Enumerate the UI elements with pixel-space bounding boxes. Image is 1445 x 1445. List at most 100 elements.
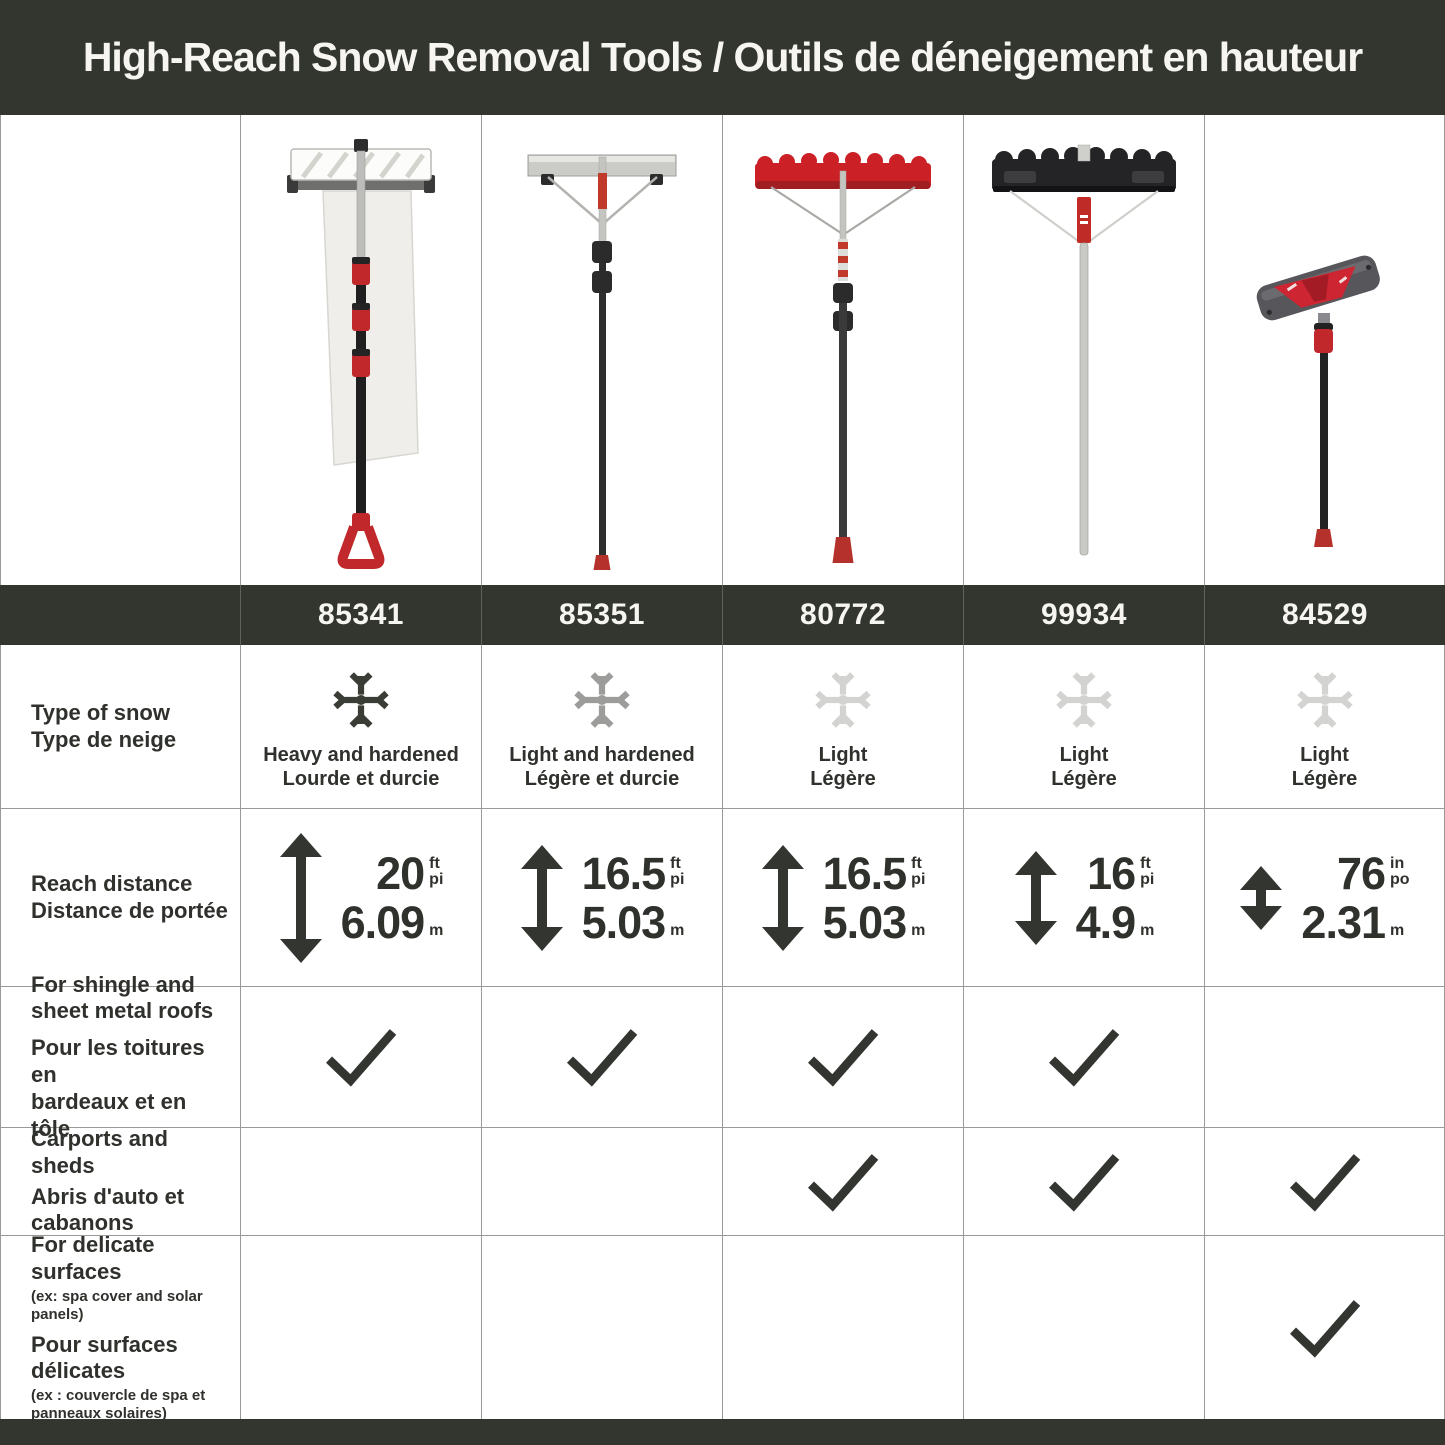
snow-cell: Light Légère bbox=[963, 645, 1204, 808]
carports-cell-99934 bbox=[963, 1128, 1204, 1235]
snow-type-value: Light Légère bbox=[1051, 743, 1117, 790]
reach-metric: 5.03 bbox=[822, 896, 908, 948]
reach-imperial: 76 bbox=[1336, 847, 1386, 899]
reach-imperial: 16.5 bbox=[581, 847, 667, 899]
sku-cell: 84529 bbox=[1204, 585, 1445, 645]
shingle-row: For shingle and sheet metal roofs Pour l… bbox=[0, 972, 1445, 1141]
delicate-cell-85351 bbox=[481, 1236, 722, 1419]
product-image-85341 bbox=[286, 139, 435, 569]
reach-label: Reach distance Distance de portée bbox=[0, 809, 240, 986]
check-icon bbox=[562, 1025, 642, 1089]
check-icon bbox=[1285, 1296, 1365, 1360]
check-icon bbox=[1044, 1150, 1124, 1214]
shingle-cell-85341 bbox=[240, 987, 481, 1127]
reach-metric-unit: m bbox=[1140, 921, 1155, 939]
reach-cell: 16 ft pi 4.9 m bbox=[963, 809, 1204, 986]
sku-cell: 80772 bbox=[722, 585, 963, 645]
sku-bar-spacer bbox=[0, 585, 240, 645]
reach-metric-unit: m bbox=[1390, 921, 1405, 939]
product-image-99934 bbox=[991, 144, 1176, 556]
sku-84529: 84529 bbox=[1282, 598, 1368, 631]
product-image-80772 bbox=[754, 152, 931, 563]
reach-imperial-units: ft pi bbox=[670, 854, 685, 889]
sku-cell: 85351 bbox=[481, 585, 722, 645]
page-title: High-Reach Snow Removal Tools / Outils d… bbox=[82, 34, 1363, 80]
footer-bar bbox=[0, 1419, 1445, 1445]
sku-cell: 99934 bbox=[963, 585, 1204, 645]
sku-85341: 85341 bbox=[318, 598, 404, 631]
reach-cell: 76 in po 2.31 m bbox=[1204, 809, 1445, 986]
snowflake-icon bbox=[812, 669, 874, 731]
sku-bar: 85341 85351 80772 99934 84529 bbox=[0, 585, 1445, 645]
reach-metric-unit: m bbox=[670, 921, 685, 939]
snow-cell: Light Légère bbox=[722, 645, 963, 808]
product-cell-80772 bbox=[722, 115, 963, 585]
snow-type-value: Heavy and hardened Lourde et durcie bbox=[263, 743, 459, 790]
reach-metric-unit: m bbox=[911, 921, 926, 939]
reach-imperial: 16 bbox=[1087, 847, 1136, 899]
double-arrow-icon bbox=[1014, 850, 1058, 945]
delicate-cell-80772 bbox=[722, 1236, 963, 1419]
check-icon bbox=[321, 1025, 401, 1089]
snowflake-icon bbox=[571, 669, 633, 731]
product-image-85351 bbox=[527, 154, 676, 570]
reach-metric: 5.03 bbox=[581, 896, 667, 948]
product-image-84529 bbox=[1256, 255, 1380, 547]
check-icon bbox=[803, 1025, 883, 1089]
product-cell-84529 bbox=[1204, 115, 1445, 585]
shingle-cell-84529 bbox=[1204, 987, 1445, 1127]
reach-metric: 6.09 bbox=[340, 896, 426, 948]
reach-cell: 20 ft pi 6.09 m bbox=[240, 809, 481, 986]
title-bar: High-Reach Snow Removal Tools / Outils d… bbox=[0, 0, 1445, 115]
snowflake-icon bbox=[330, 669, 392, 731]
delicate-label: For delicate surfaces (ex: spa cover and… bbox=[0, 1232, 240, 1422]
snow-type-value: Light Légère bbox=[1291, 743, 1358, 790]
shingle-cell-85351 bbox=[481, 987, 722, 1127]
delicate-cell-99934 bbox=[963, 1236, 1204, 1419]
double-arrow-icon bbox=[279, 832, 323, 963]
carports-cell-80772 bbox=[722, 1128, 963, 1235]
sku-cell: 85341 bbox=[240, 585, 481, 645]
sku-99934: 99934 bbox=[1041, 598, 1127, 631]
reach-cell: 16.5 ft pi 5.03 m bbox=[481, 809, 722, 986]
snow-cell: Light and hardened Légère et durcie bbox=[481, 645, 722, 808]
sku-85351: 85351 bbox=[559, 598, 645, 631]
product-cell-85341 bbox=[240, 115, 481, 585]
shingle-cell-99934 bbox=[963, 987, 1204, 1127]
delicate-row: For delicate surfaces (ex: spa cover and… bbox=[0, 1232, 1445, 1422]
double-arrow-icon bbox=[520, 844, 564, 951]
reach-metric: 4.9 bbox=[1075, 896, 1137, 948]
carports-cell-85341 bbox=[240, 1128, 481, 1235]
reach-imperial-units: ft pi bbox=[1140, 854, 1155, 889]
reach-cell: 16.5 ft pi 5.03 m bbox=[722, 809, 963, 986]
carports-cell-84529 bbox=[1204, 1128, 1445, 1235]
snow-type-value: Light Légère bbox=[810, 743, 876, 790]
reach-imperial: 16.5 bbox=[822, 847, 908, 899]
product-image-row bbox=[0, 115, 1445, 585]
double-arrow-icon bbox=[1239, 865, 1283, 930]
snowflake-icon bbox=[1294, 669, 1356, 731]
check-icon bbox=[1044, 1025, 1124, 1089]
shingle-label: For shingle and sheet metal roofs Pour l… bbox=[0, 972, 240, 1141]
product-cell-85351 bbox=[481, 115, 722, 585]
reach-imperial-units: in po bbox=[1390, 854, 1410, 889]
carports-label: Carports and sheds Abris d'auto et caban… bbox=[0, 1126, 240, 1235]
product-cell-99934 bbox=[963, 115, 1204, 585]
snow-type-value: Light and hardened Légère et durcie bbox=[509, 743, 695, 790]
snowflake-icon bbox=[1053, 669, 1115, 731]
snow-cell: Light Légère bbox=[1204, 645, 1445, 808]
reach-row: Reach distance Distance de portée 20 ft … bbox=[0, 808, 1445, 986]
reach-imperial: 20 bbox=[376, 847, 425, 899]
check-icon bbox=[803, 1150, 883, 1214]
carports-cell-85351 bbox=[481, 1128, 722, 1235]
snow-type-row: Type of snow Type de neige Heavy and har… bbox=[0, 645, 1445, 808]
snow-type-label: Type of snow Type de neige bbox=[0, 645, 240, 808]
double-arrow-icon bbox=[761, 844, 805, 951]
reach-imperial-units: ft pi bbox=[429, 854, 444, 889]
delicate-cell-85341 bbox=[240, 1236, 481, 1419]
shingle-cell-80772 bbox=[722, 987, 963, 1127]
sku-80772: 80772 bbox=[800, 598, 886, 631]
reach-imperial-units: ft pi bbox=[911, 854, 926, 889]
image-row-spacer bbox=[0, 115, 240, 585]
